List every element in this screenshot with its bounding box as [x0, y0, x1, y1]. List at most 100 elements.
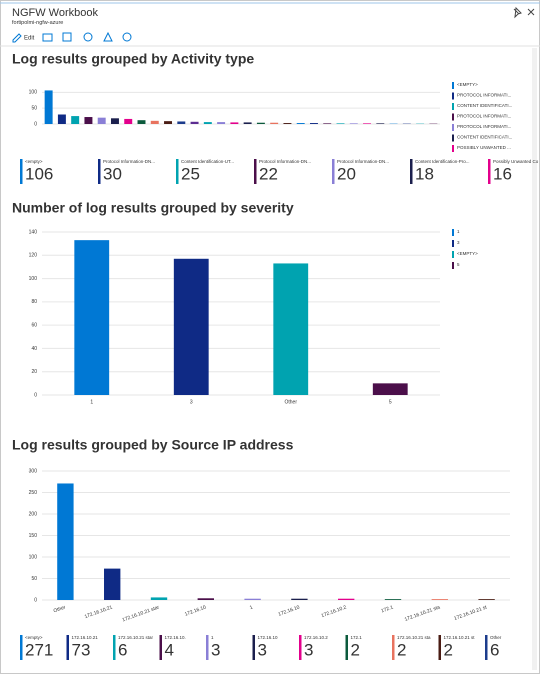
bar	[97, 117, 106, 124]
bar	[104, 568, 121, 600]
tile-bar	[159, 635, 162, 660]
legend-swatch	[452, 251, 454, 258]
tile-value: 3	[258, 640, 267, 659]
tile-label: 1	[211, 635, 214, 640]
y-tick-label: 120	[29, 253, 38, 259]
legend-label: <EMPTY>	[457, 82, 478, 87]
tile-bar	[66, 635, 69, 660]
tile-value: 4	[165, 640, 174, 659]
workbook-subtitle: fortipolmi-ngfw-azure	[12, 20, 63, 26]
tile-bar	[392, 635, 395, 660]
x-tick-label: Other	[53, 604, 67, 614]
y-tick-label: 40	[31, 346, 37, 352]
tile-value: 6	[118, 640, 127, 659]
legend-label: PROTOCOL INFORMATI...	[457, 114, 511, 119]
pin-icon[interactable]	[513, 6, 522, 19]
y-tick-label: 140	[29, 229, 38, 235]
bar	[124, 118, 133, 124]
tile-label: <empty>	[25, 635, 43, 640]
bar	[150, 597, 168, 600]
tile-value: 73	[72, 640, 91, 659]
bar	[57, 483, 74, 600]
tile-bar	[176, 159, 179, 184]
bar	[349, 123, 358, 124]
alert-icon[interactable]	[103, 31, 113, 42]
x-tick-label: Other	[284, 399, 297, 405]
chart-title: Log results grouped by Activity type	[12, 51, 254, 67]
legend-label: 1	[457, 229, 460, 234]
refresh-icon[interactable]	[83, 32, 93, 42]
y-tick-label: 100	[29, 276, 38, 282]
bar	[372, 383, 408, 395]
bar	[217, 122, 226, 124]
y-tick-label: 250	[29, 490, 38, 496]
tile-bar	[98, 159, 101, 184]
y-tick-label: 60	[31, 322, 37, 328]
y-tick-label: 100	[29, 554, 38, 560]
x-tick-label: 5	[389, 399, 392, 405]
legend-swatch	[452, 262, 454, 269]
edit-button[interactable]: Edit	[12, 33, 35, 43]
tile-label: Protocol Information-DN...	[259, 159, 311, 164]
bar	[230, 122, 239, 124]
tile-bar	[299, 635, 302, 660]
bar	[338, 598, 355, 600]
legend-label: 5	[457, 262, 460, 267]
bar	[71, 116, 80, 124]
tile-value: 20	[337, 164, 356, 183]
bar	[256, 122, 265, 124]
tile-value: 106	[25, 164, 53, 183]
bar	[296, 123, 305, 124]
tile-label: <empty>	[25, 159, 43, 164]
close-icon[interactable]	[527, 8, 535, 16]
tile-bar	[254, 159, 257, 184]
tile-bar	[438, 635, 441, 660]
chart-title: Log results grouped by Source IP address	[12, 437, 294, 453]
bar	[197, 598, 214, 600]
tile-value: 2	[444, 640, 453, 659]
tile-bar	[113, 635, 116, 660]
y-tick-label: 300	[29, 468, 38, 474]
tile-label: 172.16.10.21 st	[444, 635, 476, 640]
legend-label: POSSIBLY UNWANTED ...	[457, 145, 511, 150]
legend-label: CONTENT IDENTIFICATI...	[457, 103, 512, 108]
edit-label: Edit	[24, 36, 35, 42]
tile-label: 172.16.10	[258, 635, 279, 640]
x-tick-label: 1	[249, 604, 254, 611]
chart-title: Number of log results grouped by severit…	[12, 200, 294, 216]
tile-bar	[332, 159, 335, 184]
tile-value: 2	[351, 640, 360, 659]
tile-value: 25	[181, 164, 200, 183]
bar	[336, 123, 345, 124]
tile-label: 172.16.10.21	[72, 635, 99, 640]
tile-bar	[20, 159, 23, 184]
legend-swatch	[452, 82, 454, 89]
bar	[244, 598, 261, 600]
open-icon[interactable]	[42, 33, 53, 42]
tile-bar	[485, 635, 488, 660]
bar	[177, 121, 186, 124]
save-icon[interactable]	[62, 32, 72, 42]
legend-swatch	[452, 240, 454, 247]
bar	[323, 123, 332, 124]
tile-value: 30	[103, 164, 122, 183]
bar	[243, 122, 252, 124]
bar	[57, 114, 66, 124]
y-tick-label: 80	[31, 299, 37, 305]
bar	[270, 122, 279, 124]
bar	[150, 120, 159, 124]
legend-swatch	[452, 103, 454, 110]
legend-label: PROTOCOL INFORMATI...	[457, 93, 511, 98]
y-tick-label: 0	[34, 392, 37, 398]
legend-label: CONTENT IDENTIFICATI...	[457, 135, 512, 140]
bar	[283, 123, 292, 124]
tile-label: 172.16.10.	[165, 635, 186, 640]
bar	[173, 258, 209, 395]
scrollbar[interactable]	[532, 48, 537, 670]
x-tick-label: 1	[90, 399, 93, 405]
feedback-icon[interactable]	[122, 32, 132, 42]
tile-bar	[252, 635, 255, 660]
tile-label: Content Identification-Pro...	[415, 159, 470, 164]
tile-label: Other	[490, 635, 502, 640]
